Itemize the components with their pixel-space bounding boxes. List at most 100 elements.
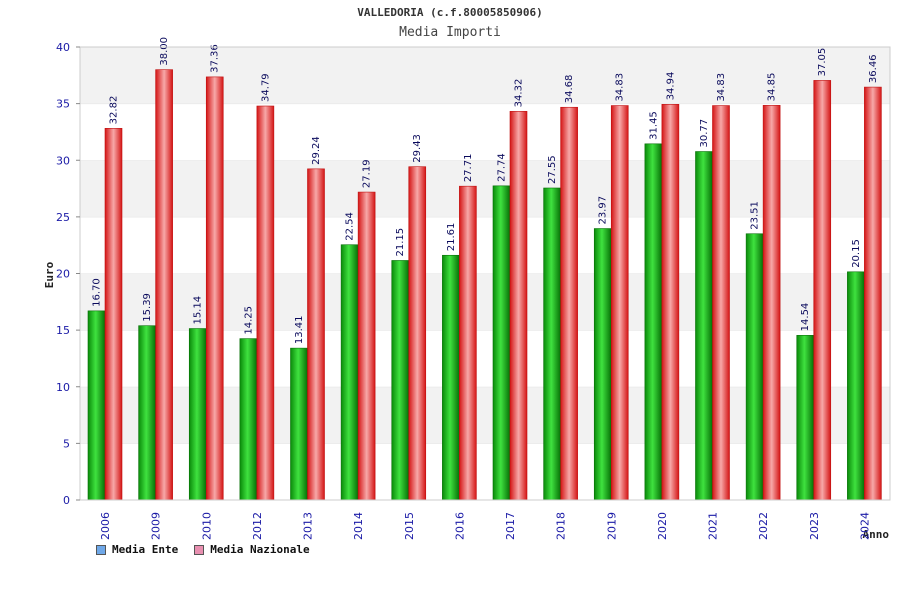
y-tick-label: 20: [56, 268, 70, 281]
bar-media-nazionale: [509, 111, 528, 501]
bar-media-ente: [644, 143, 663, 501]
data-label: 27.74: [497, 153, 508, 182]
bar-media-nazionale: [813, 80, 832, 501]
bar-media-ente: [543, 187, 561, 501]
x-tick-label: 2015: [403, 512, 416, 540]
data-label: 34.32: [514, 79, 525, 108]
x-tick-label: 2014: [352, 512, 365, 540]
data-label: 31.45: [648, 111, 659, 140]
data-label: 37.05: [817, 48, 828, 77]
x-axis-title: Anno: [863, 528, 890, 541]
bar-media-ente: [745, 233, 764, 501]
data-label: 23.97: [598, 196, 609, 225]
x-tick-label: 2023: [808, 512, 821, 540]
x-tick-label: 2009: [150, 512, 163, 540]
bar-media-nazionale: [205, 76, 224, 501]
legend-swatch-ente: [96, 544, 106, 555]
legend-swatch-nazionale: [194, 544, 205, 555]
data-label: 14.25: [243, 306, 254, 335]
chart-subtitle: Media Importi: [399, 25, 501, 40]
bar-media-nazionale: [864, 86, 882, 501]
y-tick-label: 40: [56, 41, 70, 54]
data-label: 29.24: [311, 136, 322, 165]
chart-title: VALLEDORIA (c.f.80005850906): [357, 6, 543, 19]
x-tick-label: 2013: [302, 512, 315, 540]
bar-media-ente: [188, 328, 207, 501]
y-tick-label: 15: [56, 324, 70, 337]
legend-label-nazionale: Media Nazionale: [210, 543, 310, 556]
bar-media-nazionale: [256, 105, 275, 501]
data-label: 15.14: [193, 296, 204, 325]
bar-media-nazionale: [610, 105, 629, 501]
x-tick-label: 2018: [555, 512, 568, 540]
bars: 16.70 32.82 15.39 38.00 15.14 37.36 14.25 34.79…: [87, 37, 882, 501]
data-label: 27.19: [362, 159, 373, 188]
data-label: 22.54: [345, 212, 356, 241]
bar-media-ente: [391, 260, 410, 501]
x-tick-label: 2010: [200, 512, 213, 540]
bar-media-nazionale: [155, 69, 173, 501]
bar-media-ente: [847, 271, 865, 501]
data-label: 34.83: [716, 73, 727, 102]
y-tick-label: 5: [63, 437, 70, 450]
data-label: 16.70: [92, 278, 103, 307]
legend-item-nazionale: Media Nazionale: [194, 543, 310, 556]
x-tick-label: 2017: [504, 512, 517, 540]
x-tick-label: 2020: [656, 512, 669, 540]
data-label: 34.94: [665, 72, 676, 101]
bar-media-ente: [796, 335, 815, 501]
data-label: 32.82: [109, 96, 120, 125]
bar-media-ente: [87, 310, 106, 501]
y-tick-label: 0: [63, 494, 70, 507]
data-label: 27.71: [463, 154, 474, 183]
data-label: 13.41: [294, 315, 305, 344]
bar-media-ente: [492, 185, 511, 501]
data-label: 34.85: [767, 73, 778, 102]
axes: 0 5 10 15 20 25 30 35 40 Euro Anno 2006 2009 2010 2012…: [43, 41, 891, 541]
data-label: 21.15: [395, 228, 406, 257]
x-tick-label: 2016: [453, 512, 466, 540]
x-tick-label: 2019: [605, 512, 618, 540]
data-label: 20.15: [851, 239, 862, 268]
bar-media-ente: [442, 254, 460, 501]
y-tick-label: 10: [56, 381, 70, 394]
bar-media-nazionale: [560, 106, 578, 501]
bar-media-ente: [290, 347, 308, 501]
data-label: 34.83: [615, 73, 626, 102]
bar-media-nazionale: [712, 105, 730, 501]
bar-media-nazionale: [762, 105, 781, 501]
legend: Media Ente Media Nazionale: [96, 543, 310, 556]
bar-media-nazionale: [408, 166, 427, 501]
bar-media-nazionale: [661, 104, 680, 501]
y-axis-title: Euro: [43, 261, 56, 288]
data-label: 34.79: [260, 73, 271, 102]
data-label: 14.54: [800, 303, 811, 332]
x-tick-label: 2021: [707, 512, 720, 540]
y-tick-label: 30: [56, 154, 70, 167]
bar-media-ente: [340, 244, 359, 501]
bar-media-nazionale: [104, 128, 123, 501]
x-tick-label: 2012: [251, 512, 264, 540]
legend-label-ente: Media Ente: [112, 543, 179, 556]
bar-media-ente: [239, 338, 258, 501]
bar-media-nazionale: [307, 168, 325, 501]
bar-media-ente: [695, 151, 713, 501]
y-tick-label: 35: [56, 98, 70, 111]
data-label: 36.46: [868, 54, 879, 83]
bar-media-nazionale: [357, 191, 376, 501]
data-label: 37.36: [210, 44, 221, 73]
data-label: 34.68: [564, 75, 575, 104]
data-label: 38.00: [159, 37, 170, 66]
data-label: 15.39: [142, 293, 153, 322]
data-label: 23.51: [750, 201, 761, 230]
x-tick-label: 2022: [757, 512, 770, 540]
bar-media-nazionale: [459, 185, 477, 501]
legend-item-ente: Media Ente: [96, 543, 178, 556]
x-tick-label: 2024: [858, 512, 871, 540]
y-tick-label: 25: [56, 211, 70, 224]
data-label: 29.43: [412, 134, 423, 163]
bar-media-ente: [138, 325, 156, 501]
x-tick-label: 2006: [99, 512, 112, 540]
data-label: 27.55: [547, 155, 558, 184]
